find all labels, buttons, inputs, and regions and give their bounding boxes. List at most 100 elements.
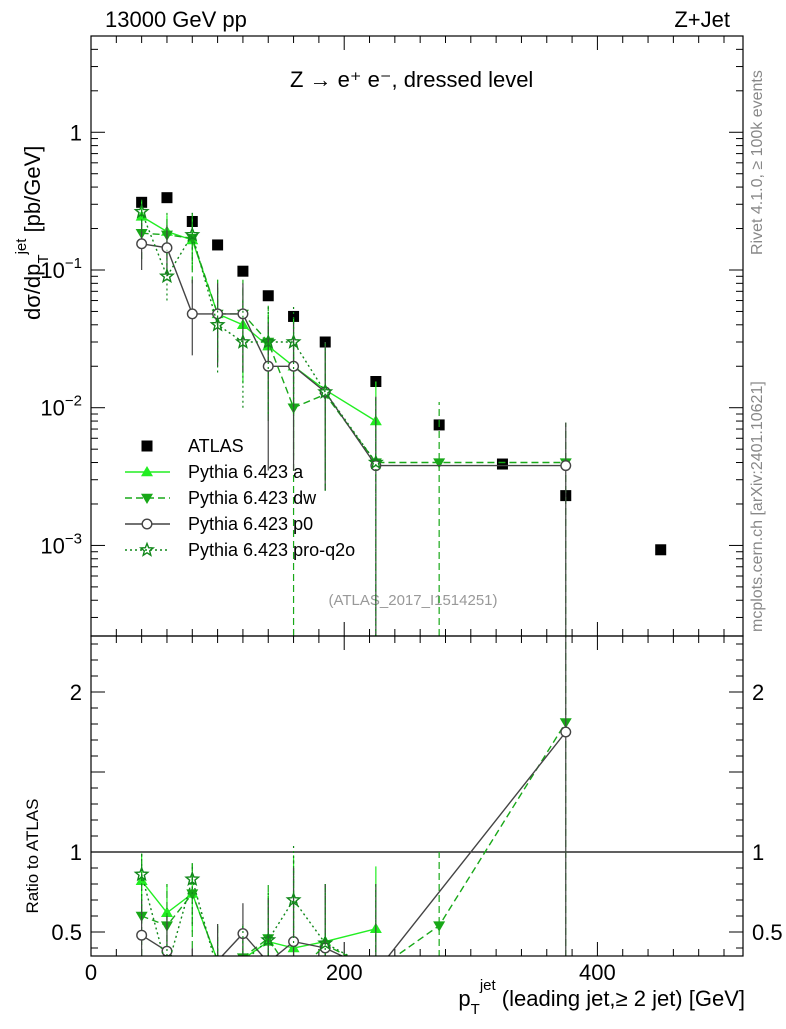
legend: ATLAS Pythia 6.423 a Pythia 6.423 dw Pythia… <box>125 436 355 560</box>
x-label-sub: T <box>471 1001 480 1018</box>
main-y-tick-label-base: 10 <box>40 533 64 558</box>
main-y-tick-label: 10−1 <box>40 255 82 283</box>
ratio-y-axis-label: Ratio to ATLAS <box>23 799 42 914</box>
x-tick-label: 200 <box>326 960 363 985</box>
main-marker <box>288 310 300 322</box>
main-marker <box>367 454 384 470</box>
main-marker <box>186 308 198 320</box>
main-y-tick-label: 10−3 <box>40 530 82 558</box>
mcplots-reference-label: mcplots.cern.ch [arXiv:2401.10621] <box>749 381 766 632</box>
main-marker <box>288 360 300 372</box>
legend-label: Pythia 6.423 pro-q2o <box>188 540 355 560</box>
x-axis-label: pTjet (leading jet,≥ 2 jet) [GeV] <box>458 977 745 1018</box>
main-y-tick-label-base: 10 <box>40 396 64 421</box>
legend-label: Pythia 6.423 a <box>188 462 304 482</box>
ratio-y-tick-label-right: 1 <box>752 840 764 865</box>
ratio-y-tick-label-right: 2 <box>752 680 764 705</box>
title-right: Z+Jet <box>674 7 730 32</box>
ratio-frame <box>90 635 744 957</box>
process-label: Z → e⁺ e⁻, dressed level <box>290 67 533 92</box>
ratio-marker <box>317 934 334 951</box>
ratio-marker <box>187 972 197 982</box>
x-tick-label: 0 <box>85 960 97 985</box>
main-marker <box>136 238 148 250</box>
ratio-marker <box>161 962 173 974</box>
main-series-3 <box>136 222 572 636</box>
main-y-axis-label: dσ/dpTjet [pb/GeV] <box>13 146 52 320</box>
main-y-tick-label: 1 <box>70 120 82 145</box>
ratio-y-tick-label: 2 <box>70 680 82 705</box>
main-series-4 <box>133 196 384 636</box>
main-series-line <box>140 211 377 463</box>
main-marker <box>237 308 249 320</box>
ratio-series-2 <box>136 636 572 982</box>
ratio-y-tick-label: 0.5 <box>51 920 82 945</box>
ratio-marker <box>184 870 201 887</box>
main-series-line <box>141 232 566 464</box>
main-y-tick-label-base: 1 <box>70 120 82 145</box>
ratio-marker <box>160 906 173 917</box>
x-label-main: p <box>458 986 470 1011</box>
main-series-2 <box>135 212 572 636</box>
ratio-marker <box>288 973 300 983</box>
main-y-label-main: dσ/dp <box>20 264 45 320</box>
ratio-marker <box>211 964 223 976</box>
legend-marker <box>141 466 153 477</box>
main-marker <box>317 383 334 399</box>
x-tick-label: 400 <box>579 960 616 985</box>
title-left: 13000 GeV pp <box>105 7 247 32</box>
legend-label: Pythia 6.423 p0 <box>188 514 313 534</box>
main-y-tick-label-exp: −1 <box>65 255 82 272</box>
ratio-marker <box>136 929 148 941</box>
main-y-label-sup: jet <box>13 238 30 256</box>
ratio-marker <box>371 967 381 977</box>
ratio-marker <box>370 966 382 976</box>
main-marker <box>237 265 249 277</box>
ratio-series-line <box>141 722 567 956</box>
main-series-line <box>141 215 377 422</box>
legend-marker <box>138 541 156 557</box>
main-y-tick-label: 10−2 <box>40 393 82 421</box>
main-marker <box>262 360 274 372</box>
main-y-tick-label-exp: −2 <box>65 393 82 410</box>
ratio-marker <box>560 726 572 738</box>
main-y-tick-label-base: 10 <box>40 258 64 283</box>
main-series-1 <box>135 200 382 480</box>
main-marker <box>234 333 251 349</box>
legend-marker <box>141 518 153 530</box>
main-marker <box>161 242 173 254</box>
main-marker <box>212 239 224 251</box>
x-label-sup: jet <box>479 977 497 994</box>
main-marker <box>655 544 667 556</box>
ratio-marker <box>433 921 446 932</box>
ratio-series-line <box>141 731 567 956</box>
main-marker <box>161 192 173 204</box>
legend-label: ATLAS <box>188 436 244 456</box>
main-marker <box>433 458 446 469</box>
ratio-marker <box>370 964 382 976</box>
legend-marker <box>141 493 153 504</box>
main-marker <box>262 290 274 302</box>
ratio-series-3 <box>133 845 382 976</box>
ratio-marker <box>212 957 224 967</box>
ratio-y-tick-label-right: 0.5 <box>752 920 783 945</box>
main-series-layer <box>133 192 667 636</box>
main-y-label-unit: [pb/GeV] <box>20 146 45 239</box>
ratio-marker <box>263 958 273 968</box>
ratio-series-line <box>141 880 377 956</box>
ratio-marker <box>214 955 221 956</box>
main-y-label-sub: T <box>35 254 52 263</box>
ratio-series-layer <box>133 636 572 983</box>
main-marker <box>496 458 508 470</box>
ratio-marker <box>260 931 277 947</box>
main-marker <box>184 226 201 242</box>
ratio-marker <box>237 928 249 940</box>
main-marker <box>285 333 302 349</box>
main-marker <box>158 267 175 284</box>
main-marker <box>260 333 277 349</box>
ratio-panel: 0.5 0.5 1 1 2 2 0 200 400 <box>51 635 783 985</box>
main-marker <box>560 460 572 472</box>
main-marker <box>209 316 226 332</box>
